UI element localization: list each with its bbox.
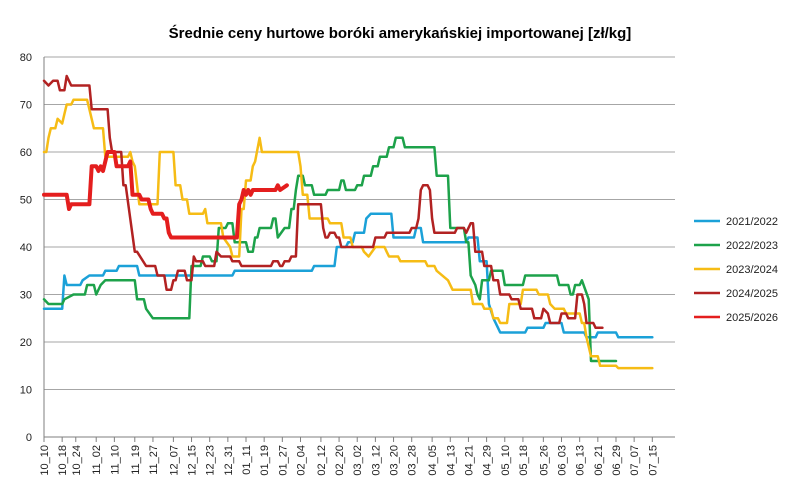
- x-tick-label: 12_31: [223, 445, 235, 476]
- y-tick-label: 60: [20, 147, 32, 159]
- x-tick-label: 05_18: [518, 445, 530, 476]
- series-line-2021-2022: [42, 212, 654, 339]
- series-line-2022-2023: [42, 136, 618, 363]
- x-tick-label: 02_20: [334, 445, 346, 476]
- x-tick-label: 03_12: [370, 445, 382, 476]
- x-tick-label: 03_20: [389, 445, 401, 476]
- x-tick-label: 01_27: [277, 445, 289, 476]
- x-tick-label: 01_19: [259, 445, 271, 476]
- x-tick-label: 06_21: [593, 445, 605, 476]
- y-tick-label: 40: [20, 242, 32, 254]
- x-tick-label: 10_18: [57, 445, 69, 476]
- x-tick-label: 06_13: [575, 445, 587, 476]
- x-tick-label: 04_21: [463, 445, 475, 476]
- x-tick-label: 02_04: [295, 445, 307, 476]
- legend: 2021/2022 2022/2023 2023/2024 2024/2025 2025…: [694, 216, 778, 324]
- chart-title: Średnie ceny hurtowe boróki amerykańskie…: [169, 24, 632, 42]
- legend-label: 2022/2023: [726, 240, 778, 252]
- legend-label: 2023/2024: [726, 264, 778, 276]
- legend-label: 2025/2026: [726, 312, 778, 324]
- series-line-2024-2025: [42, 74, 604, 330]
- x-axis-ticks: 10_10 10_18 10_24 11_02 11_10 11_19 11_27 12_07…: [39, 437, 659, 476]
- x-tick-label: 04_13: [445, 445, 457, 476]
- x-tick-label: 04_29: [482, 445, 494, 476]
- x-tick-label: 03_02: [352, 445, 364, 476]
- y-tick-label: 30: [20, 290, 32, 302]
- x-tick-label: 05_26: [538, 445, 550, 476]
- legend-label: 2021/2022: [726, 216, 778, 228]
- x-tick-label: 06_03: [557, 445, 569, 476]
- x-tick-label: 11_27: [148, 445, 160, 475]
- x-tick-label: 07_15: [647, 445, 659, 476]
- x-tick-label: 06_29: [611, 445, 623, 476]
- x-tick-label: 11_02: [91, 445, 103, 475]
- x-tick-label: 02_12: [316, 445, 328, 476]
- y-tick-label: 50: [20, 195, 32, 207]
- x-tick-label: 12_15: [187, 445, 199, 476]
- series-line-2025-2026: [42, 150, 289, 240]
- x-tick-label: 07_07: [629, 445, 641, 476]
- x-tick-label: 12_23: [205, 445, 217, 476]
- x-tick-label: 01_11: [241, 445, 253, 475]
- legend-label: 2024/2025: [726, 288, 778, 300]
- x-tick-label: 10_10: [39, 445, 51, 476]
- y-tick-label: 10: [20, 385, 32, 397]
- x-tick-label: 03_28: [407, 445, 419, 476]
- x-tick-label: 11_19: [130, 445, 142, 475]
- y-tick-label: 0: [26, 432, 32, 444]
- x-tick-label: 12_07: [168, 445, 180, 476]
- x-tick-label: 04_05: [427, 445, 439, 476]
- y-tick-label: 70: [20, 100, 32, 112]
- x-tick-label: 11_10: [109, 445, 121, 475]
- y-tick-label: 20: [20, 337, 32, 349]
- x-tick-label: 10_24: [71, 445, 83, 476]
- series-line-2023-2024: [42, 98, 654, 370]
- y-axis-ticks: 0 10 20 30 40 50 60 70 80: [20, 52, 32, 444]
- y-tick-label: 80: [20, 52, 32, 64]
- series-lines: [42, 74, 654, 370]
- x-tick-label: 05_10: [500, 445, 512, 476]
